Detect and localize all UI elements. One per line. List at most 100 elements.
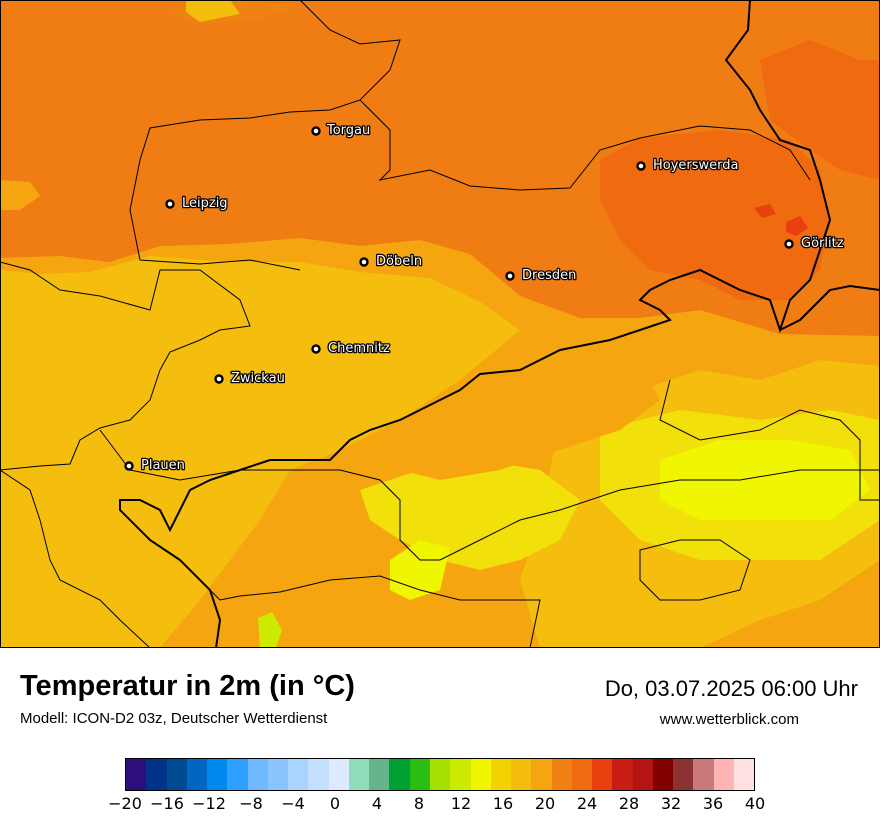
- legend-swatch: [713, 759, 734, 790]
- city-plauen: Plauen: [124, 457, 186, 474]
- temperature-zone-golden-north: [186, 0, 240, 22]
- state-border-east: [779, 284, 880, 331]
- legend-swatch: [389, 759, 410, 790]
- city-goerlitz: Görlitz: [784, 235, 845, 252]
- district-border-south2: [199, 575, 541, 648]
- city-torgau: Torgau: [311, 122, 372, 139]
- temperature-zone-deep-orange-east: [760, 40, 880, 180]
- city-label: Torgau: [326, 123, 370, 138]
- legend-swatch: [308, 759, 329, 790]
- temperature-zone-amber-band: [360, 350, 660, 480]
- district-border-central: [359, 99, 811, 191]
- legend-swatch: [693, 759, 714, 790]
- city-label: Chemnitz: [328, 341, 390, 356]
- legend-tick-label: −4: [281, 794, 305, 813]
- city-label: Dresden: [522, 268, 576, 283]
- legend-swatch: [733, 759, 755, 790]
- map-subtitle: Modell: ICON-D2 03z, Deutscher Wetterdie…: [20, 710, 328, 727]
- legend-tick-label: 32: [660, 794, 682, 813]
- legend-tick-label: 40: [744, 794, 766, 813]
- legend-swatch: [429, 759, 451, 790]
- legend-swatch: [207, 759, 228, 790]
- legend-swatch: [470, 759, 491, 790]
- temperature-zone-golden: [0, 256, 520, 648]
- legend-tick-label: −12: [192, 794, 226, 813]
- legend-swatch: [571, 759, 593, 790]
- legend-swatch: [247, 759, 268, 790]
- district-border-extra: [0, 469, 151, 648]
- legend-tick-label: 16: [492, 794, 514, 813]
- legend-swatch: [450, 759, 471, 790]
- city-doebeln: Döbeln: [359, 253, 423, 270]
- legend-swatch: [612, 759, 633, 790]
- temperature-zone-golden-west: [0, 180, 40, 210]
- legend-swatch: [673, 759, 694, 790]
- legend-swatch: [186, 759, 208, 790]
- legend-swatch: [348, 759, 370, 790]
- city-leipzig: Leipzig: [165, 195, 229, 212]
- legend-swatch: [369, 759, 390, 790]
- district-border-south: [99, 429, 880, 561]
- city-marker: [214, 374, 224, 384]
- legend-swatch: [490, 759, 512, 790]
- temperature-zone-red-orange: [786, 216, 808, 236]
- temperature-zone-yellow: [360, 460, 580, 570]
- city-marker: [636, 161, 646, 171]
- city-marker: [311, 126, 321, 136]
- forecast-datetime: Do, 03.07.2025 06:00 Uhr: [604, 676, 858, 701]
- legend-tick-label: 12: [450, 794, 472, 813]
- city-label: Plauen: [141, 458, 185, 473]
- temperature-zone-lime: [258, 612, 282, 648]
- district-border-east-inner: [639, 539, 751, 601]
- legend-swatch: [511, 759, 532, 790]
- city-marker: [784, 239, 794, 249]
- legend-swatch: [166, 759, 187, 790]
- city-label: Leipzig: [182, 196, 228, 211]
- legend-tick-label: 20: [534, 794, 556, 813]
- city-dresden: Dresden: [505, 267, 578, 284]
- legend-swatch: [409, 759, 430, 790]
- legend-swatch: [652, 759, 674, 790]
- legend-swatch: [288, 759, 309, 790]
- state-border: [119, 0, 832, 648]
- city-label: Görlitz: [801, 236, 844, 251]
- city-hoyerswerda: Hoyerswerda: [636, 157, 740, 174]
- city-label: Döbeln: [376, 254, 422, 269]
- legend-tick-label: 8: [413, 794, 425, 813]
- legend-tick-label: −16: [150, 794, 184, 813]
- legend-swatch: [267, 759, 289, 790]
- city-marker: [311, 344, 321, 354]
- legend-tick-label: 28: [618, 794, 640, 813]
- map-title: Temperatur in 2m (in °C): [20, 670, 355, 702]
- legend-swatch: [126, 759, 147, 790]
- city-marker: [505, 271, 515, 281]
- legend-colorbar: [125, 758, 755, 791]
- legend-swatch: [328, 759, 349, 790]
- legend-tick-label: 0: [329, 794, 341, 813]
- city-marker: [124, 461, 134, 471]
- temperature-zone-lightyellow: [660, 440, 870, 520]
- district-border-southeast: [659, 379, 880, 501]
- temperature-zone-deep-orange-ne: [600, 130, 830, 300]
- legend-tick-label: 4: [371, 794, 383, 813]
- legend-swatch: [592, 759, 613, 790]
- city-chemnitz: Chemnitz: [311, 340, 391, 357]
- legend-tick-label: 24: [576, 794, 598, 813]
- city-marker: [359, 257, 369, 267]
- city-zwickau: Zwickau: [214, 370, 286, 387]
- website-label: www.wetterblick.com: [659, 711, 799, 728]
- legend-swatch: [146, 759, 167, 790]
- city-label: Hoyerswerda: [653, 158, 739, 173]
- temperature-zone-red-orange-2: [754, 204, 776, 218]
- city-label: Zwickau: [231, 371, 285, 386]
- legend-tick-label: −8: [239, 794, 263, 813]
- city-marker: [165, 199, 175, 209]
- legend-tick-label: 36: [702, 794, 724, 813]
- legend-tick-label: −20: [108, 794, 142, 813]
- district-border-north: [129, 0, 401, 271]
- legend-ticks: −20 −16 −12 −8 −4 0 4 8 12 16 20 24 28 32 36 40: [0, 794, 880, 824]
- temperature-map: Torgau Hoyerswerda Leipzig Görlitz Döbel…: [0, 0, 880, 648]
- district-border-west: [0, 261, 251, 471]
- legend-swatch: [551, 759, 572, 790]
- legend-swatch: [632, 759, 653, 790]
